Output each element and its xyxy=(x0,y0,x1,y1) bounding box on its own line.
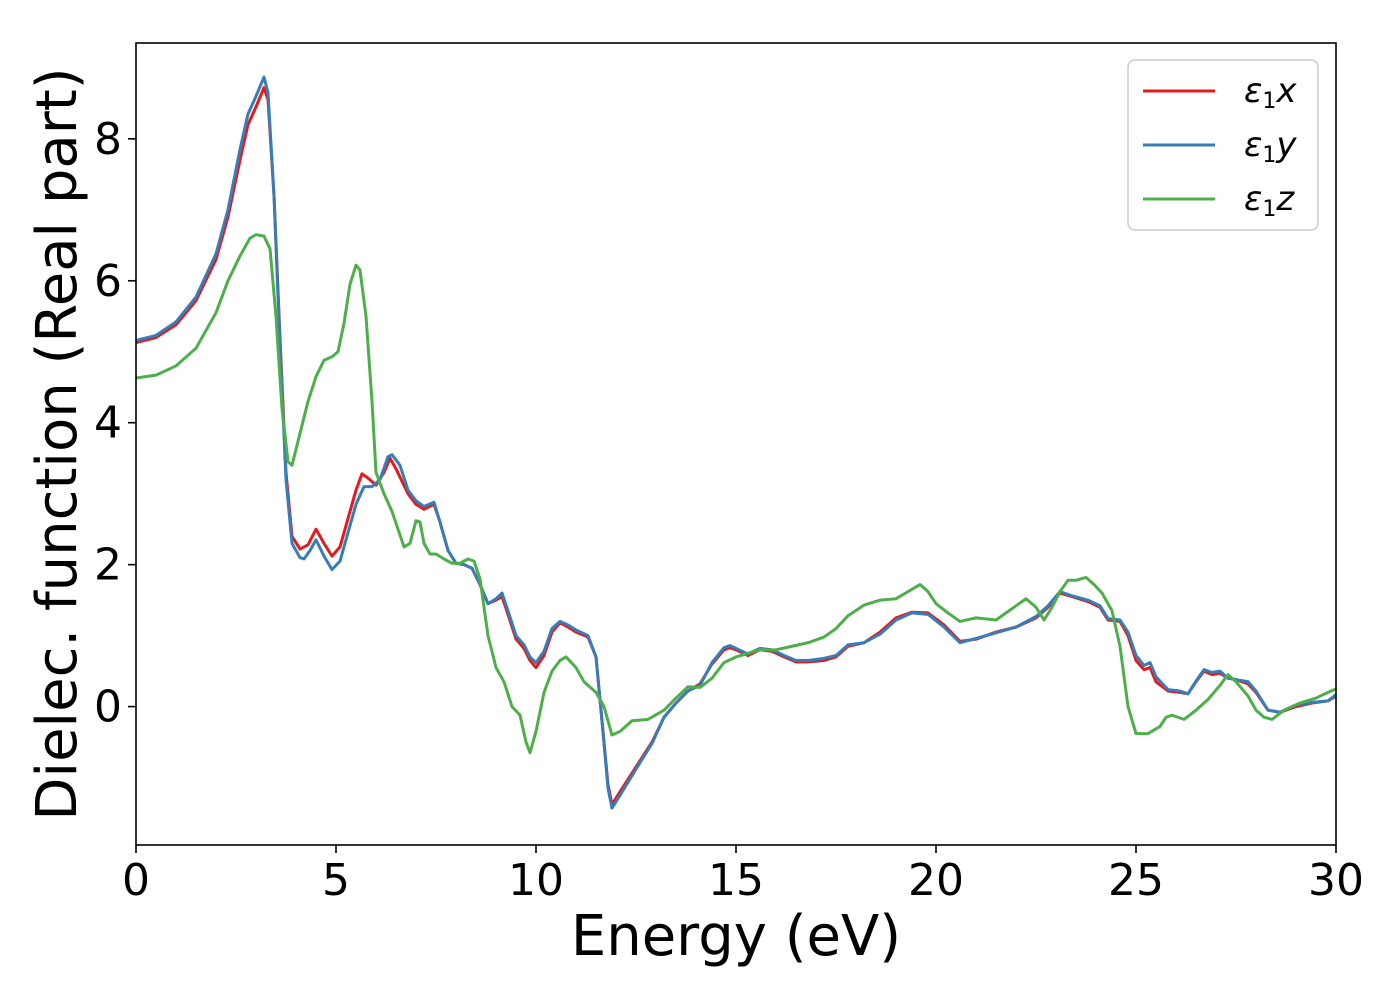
y-tick-label: 6 xyxy=(94,256,122,307)
y-tick-label: 4 xyxy=(94,398,122,449)
series-line-y xyxy=(136,75,1336,810)
x-tick-label: 10 xyxy=(508,855,564,906)
y-tick-label: 8 xyxy=(94,114,122,165)
y-axis-label: Dielec. function (Real part) xyxy=(25,67,90,820)
x-axis-label: Energy (eV) xyxy=(571,904,901,969)
x-tick-label: 30 xyxy=(1308,855,1364,906)
y-axis: 0 2 4 6 8 xyxy=(94,114,136,733)
x-tick-label: 15 xyxy=(708,855,764,906)
x-tick-label: 0 xyxy=(122,855,150,906)
series-line-z xyxy=(136,233,1336,755)
legend-label-z: ε1z xyxy=(1244,179,1295,222)
x-tick-label: 20 xyxy=(908,855,964,906)
legend-label-x: ε1x xyxy=(1244,71,1297,114)
y-tick-label: 0 xyxy=(94,682,122,733)
x-axis: 0 5 10 15 20 25 30 xyxy=(122,845,1364,906)
legend-box xyxy=(1127,59,1319,231)
y-tick-label: 2 xyxy=(94,540,122,591)
series-layer xyxy=(136,75,1336,810)
x-tick-label: 5 xyxy=(322,855,350,906)
x-tick-label: 25 xyxy=(1108,855,1164,906)
legend-label-y: ε1y xyxy=(1244,125,1297,168)
legend: ε1x ε1y ε1z xyxy=(1127,59,1319,231)
